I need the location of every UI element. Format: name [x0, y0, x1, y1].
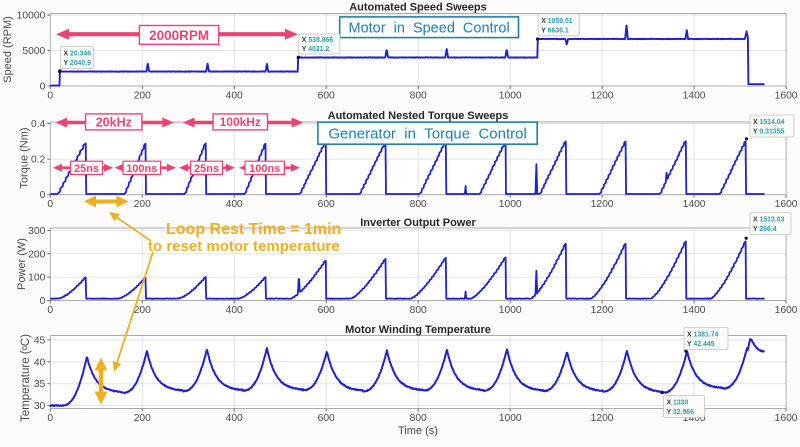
- svg-text:200: 200: [134, 305, 151, 316]
- svg-text:1400: 1400: [683, 413, 706, 424]
- svg-text:Loop Rest Time = 1min: Loop Rest Time = 1min: [166, 221, 341, 238]
- svg-text:1000: 1000: [499, 305, 522, 316]
- svg-text:X 1059.51: X 1059.51: [541, 18, 573, 25]
- svg-text:Inverter Output Power: Inverter Output Power: [360, 217, 476, 229]
- svg-text:1600: 1600: [775, 413, 798, 424]
- svg-text:X 1514.04: X 1514.04: [753, 119, 785, 126]
- svg-text:20kHz: 20kHz: [96, 115, 132, 129]
- svg-text:Automated Nested Torque Sweeps: Automated Nested Torque Sweeps: [328, 110, 509, 122]
- svg-text:1200: 1200: [591, 199, 614, 210]
- svg-text:1600: 1600: [775, 199, 798, 210]
- svg-text:800: 800: [410, 413, 427, 424]
- svg-text:40: 40: [34, 357, 46, 368]
- svg-text:200: 200: [134, 199, 151, 210]
- svg-text:400: 400: [226, 413, 243, 424]
- svg-text:1200: 1200: [591, 91, 614, 102]
- svg-text:200: 200: [28, 249, 45, 260]
- svg-text:1200: 1200: [591, 413, 614, 424]
- svg-text:1400: 1400: [683, 91, 706, 102]
- svg-text:Y 266.4: Y 266.4: [753, 226, 777, 233]
- svg-text:1000: 1000: [499, 199, 522, 210]
- svg-text:800: 800: [410, 199, 427, 210]
- svg-text:25ns: 25ns: [74, 163, 99, 175]
- svg-text:Speed (RPM): Speed (RPM): [2, 16, 14, 83]
- svg-text:Y 4021.2: Y 4021.2: [302, 46, 330, 53]
- svg-text:200: 200: [134, 91, 151, 102]
- svg-text:0: 0: [47, 413, 53, 424]
- svg-text:X 1381.74: X 1381.74: [687, 332, 719, 339]
- svg-text:800: 800: [410, 305, 427, 316]
- svg-text:0: 0: [40, 82, 46, 93]
- svg-text:100kHz: 100kHz: [220, 115, 261, 129]
- svg-text:1400: 1400: [683, 199, 706, 210]
- svg-text:0.2: 0.2: [31, 155, 46, 166]
- svg-text:Y 2040.9: Y 2040.9: [64, 60, 92, 67]
- svg-text:600: 600: [318, 91, 335, 102]
- svg-text:Temperature (0C): Temperature (0C): [20, 334, 32, 422]
- svg-text:300: 300: [28, 226, 45, 237]
- svg-text:X 20.346: X 20.346: [64, 51, 92, 58]
- svg-text:Y 0.31355: Y 0.31355: [753, 129, 784, 136]
- svg-text:X 1513.03: X 1513.03: [753, 217, 785, 224]
- svg-text:10000: 10000: [17, 11, 46, 22]
- svg-text:400: 400: [226, 305, 243, 316]
- svg-text:5000: 5000: [22, 46, 45, 57]
- svg-text:100: 100: [28, 273, 45, 284]
- svg-text:1600: 1600: [775, 91, 798, 102]
- svg-text:0.4: 0.4: [31, 119, 46, 130]
- svg-text:30: 30: [34, 401, 46, 412]
- svg-text:Y 6636.1: Y 6636.1: [541, 27, 569, 34]
- svg-text:400: 400: [226, 199, 243, 210]
- svg-text:1400: 1400: [683, 305, 706, 316]
- svg-text:0: 0: [47, 199, 53, 210]
- svg-text:1000: 1000: [499, 91, 522, 102]
- svg-text:2000RPM: 2000RPM: [149, 28, 209, 43]
- svg-text:Y 42.445: Y 42.445: [687, 341, 715, 348]
- svg-text:400: 400: [226, 91, 243, 102]
- svg-text:1000: 1000: [499, 413, 522, 424]
- svg-text:Power (W): Power (W): [16, 238, 28, 290]
- svg-text:0: 0: [40, 296, 46, 307]
- svg-text:1200: 1200: [591, 305, 614, 316]
- svg-text:0: 0: [40, 190, 46, 201]
- svg-text:200: 200: [134, 413, 151, 424]
- svg-text:to reset motor temperature: to reset motor temperature: [148, 238, 340, 255]
- svg-text:Motor in Speed Control: Motor in Speed Control: [348, 21, 509, 37]
- svg-text:35: 35: [34, 379, 46, 390]
- svg-text:100ns: 100ns: [249, 163, 280, 175]
- svg-text:Automated Speed Sweeps: Automated Speed Sweeps: [349, 2, 487, 14]
- svg-text:Torque (Nm): Torque (Nm): [19, 127, 31, 188]
- svg-text:600: 600: [318, 199, 335, 210]
- svg-text:0: 0: [47, 91, 53, 102]
- svg-text:600: 600: [318, 413, 335, 424]
- svg-text:800: 800: [410, 91, 427, 102]
- svg-text:Time (s): Time (s): [398, 425, 438, 437]
- svg-text:Motor Winding Temperature: Motor Winding Temperature: [345, 324, 491, 336]
- svg-text:0: 0: [47, 305, 53, 316]
- svg-text:100ns: 100ns: [126, 163, 157, 175]
- svg-text:600: 600: [318, 305, 335, 316]
- svg-text:X 1330: X 1330: [667, 400, 689, 407]
- svg-text:45: 45: [34, 335, 46, 346]
- svg-text:X 538.866: X 538.866: [302, 37, 334, 44]
- svg-text:25ns: 25ns: [194, 163, 219, 175]
- svg-text:Generator in Torque Control: Generator in Torque Control: [328, 126, 526, 143]
- svg-text:1600: 1600: [775, 305, 798, 316]
- svg-text:Y 32.966: Y 32.966: [667, 409, 695, 416]
